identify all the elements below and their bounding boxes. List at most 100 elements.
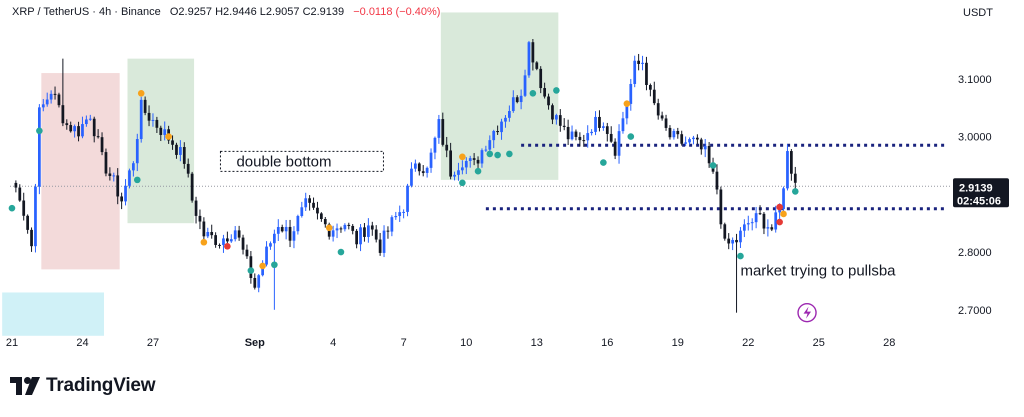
candle-body [57,94,61,106]
candle-body [668,127,672,138]
candle-body [273,233,276,244]
candle-body [719,189,723,225]
candle-body [132,163,135,171]
candle-body [449,150,452,177]
candle-body [296,215,300,232]
candle-body [261,264,264,276]
x-tick-label: 13 [531,337,543,349]
time-axis[interactable]: 21 24 27 Sep 4 7 10 13 16 19 22 25 28 [6,337,896,349]
candle-body [96,136,100,138]
y-tick-label: 2.8000 [958,247,992,259]
candle-body [316,207,319,214]
candle-body [69,125,73,132]
candle-body [288,226,292,241]
signal-marker-red [224,242,231,250]
market-comment-label: market trying to pullsba [740,263,896,280]
candle-body [582,140,586,142]
candle-body [73,126,76,132]
candle-body [464,161,468,168]
candle-body [461,167,464,171]
candle-body [782,188,785,210]
y-tick-label: 2.7000 [958,305,992,317]
tradingview-logo-icon [10,377,40,395]
candle-body [182,147,186,164]
candle-body [386,230,390,232]
candle-body [151,119,155,121]
x-tick-label: 27 [147,337,159,349]
candle-body [472,158,476,160]
candle-body [394,216,398,218]
candle-body [245,249,249,257]
candle-body [786,151,789,189]
candle-body [53,93,57,95]
candle-body [206,231,210,237]
symbol-name: XRP / TetherUS · 4h · Binance [12,6,161,18]
signal-marker-teal [133,176,141,184]
candle-body [265,246,268,265]
signal-marker-orange [200,238,208,246]
candle-body [374,229,378,240]
candle-body [504,117,507,122]
candle-body [457,170,460,175]
candle-body [511,97,515,112]
candle-body [562,125,566,127]
candle-body [453,174,456,177]
candle-body [558,115,562,126]
candle-body [441,119,445,145]
x-tick-label: 16 [601,337,613,349]
candle-body [555,115,558,120]
last-price-value: 2.9139 [959,182,993,194]
candle-body [359,227,362,245]
price-levels [485,143,945,211]
x-tick-label: 25 [813,337,825,349]
candle-body [645,62,648,85]
candle-body [128,170,131,186]
candle-body [339,228,343,230]
candle-body [543,88,546,97]
candle-body [637,60,640,64]
candle-body [664,118,668,128]
signal-marker-teal [709,162,717,169]
candle-body [586,133,590,141]
candle-body [570,131,574,140]
candle-body [41,104,45,108]
candle-body [746,223,750,225]
candle-body [750,222,754,224]
x-tick-label: 22 [742,337,754,349]
signal-marker-orange [623,100,631,107]
candle-body [237,230,241,238]
price-change: −0.0118 (−0.40%) [353,6,440,18]
signal-marker-orange [325,224,333,232]
signal-markers [8,87,799,274]
signal-marker-teal [337,248,345,256]
candle-body [508,111,511,118]
candle-body [100,137,104,153]
x-tick-label: 19 [672,337,684,349]
candle-body [175,144,178,155]
candle-body [171,140,174,145]
candle-body [519,95,523,103]
candle-body [120,196,123,202]
symbol-legend[interactable]: XRP / TetherUS · 4h · Binance O2.9257 H2… [12,6,440,18]
candle-body [163,129,167,135]
candle-body [766,227,770,229]
candle-body [602,126,605,128]
candle-body [355,230,358,245]
currency-label: USDT [963,7,993,19]
candle-body [343,224,347,230]
candle-body [594,116,597,132]
candle-body [515,97,519,103]
candle-body [249,256,253,278]
candle-body [723,224,727,239]
candle-body [578,136,582,141]
candle-body [566,126,570,140]
candle-body [680,134,684,144]
candle-body [492,131,496,141]
candle-body [531,42,535,63]
candle-body [370,225,374,230]
candle-body [476,159,480,164]
candle-body [112,175,116,177]
tradingview-logo[interactable]: TradingView [10,372,156,400]
